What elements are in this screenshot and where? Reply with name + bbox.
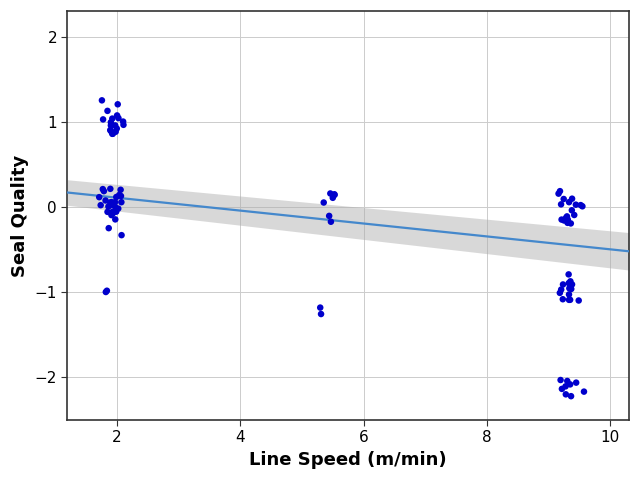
Point — [565, 381, 575, 388]
Point — [564, 290, 574, 298]
Point — [558, 281, 568, 288]
Point — [557, 295, 568, 303]
Point — [566, 285, 577, 293]
Point — [571, 379, 581, 386]
Point — [106, 119, 116, 126]
Point — [573, 297, 584, 304]
Point — [566, 392, 576, 400]
Point — [556, 216, 566, 223]
Y-axis label: Seal Quality: Seal Quality — [11, 155, 29, 276]
Point — [98, 116, 108, 123]
Point — [564, 279, 574, 287]
Point — [97, 96, 107, 104]
Point — [567, 281, 577, 288]
Point — [324, 212, 334, 220]
Point — [98, 185, 108, 193]
Point — [559, 216, 569, 224]
Point — [110, 121, 120, 129]
Point — [326, 218, 336, 226]
Point — [113, 205, 124, 213]
Point — [105, 199, 115, 206]
Point — [556, 376, 566, 384]
Point — [554, 190, 564, 197]
Point — [328, 194, 338, 202]
Point — [111, 125, 122, 132]
Point — [107, 130, 117, 138]
Point — [113, 114, 124, 122]
Point — [95, 201, 106, 209]
Point — [325, 190, 335, 197]
Point — [108, 130, 118, 138]
Point — [556, 201, 566, 208]
Point — [106, 198, 116, 206]
Point — [579, 388, 589, 396]
Point — [559, 195, 569, 203]
Point — [111, 205, 121, 213]
Point — [107, 115, 117, 122]
Point — [100, 288, 111, 296]
Point — [116, 192, 126, 200]
Point — [561, 214, 571, 222]
Point — [112, 111, 122, 119]
Point — [575, 201, 586, 209]
Point — [108, 208, 118, 216]
Point — [118, 121, 129, 129]
Point — [118, 118, 128, 125]
Point — [569, 211, 579, 219]
Point — [565, 296, 575, 304]
Point — [316, 310, 326, 318]
Point — [105, 126, 115, 134]
Point — [555, 289, 565, 297]
Point — [567, 195, 577, 203]
Point — [319, 199, 329, 206]
Point — [116, 231, 127, 239]
Point — [106, 211, 116, 219]
Point — [115, 186, 125, 193]
Point — [563, 271, 573, 278]
Point — [106, 121, 116, 129]
Point — [100, 197, 111, 204]
Point — [110, 198, 120, 206]
Point — [105, 185, 115, 192]
Point — [571, 201, 581, 208]
Point — [114, 191, 124, 199]
Point — [108, 209, 118, 217]
Point — [102, 208, 113, 216]
Point — [563, 219, 573, 227]
Point — [315, 304, 325, 312]
Point — [330, 191, 340, 199]
Point — [111, 128, 121, 135]
Point — [110, 216, 120, 223]
Point — [102, 287, 112, 295]
Point — [564, 296, 574, 304]
Point — [562, 377, 572, 385]
Point — [566, 219, 576, 227]
Point — [116, 198, 127, 206]
Point — [102, 107, 113, 115]
Point — [110, 203, 120, 211]
Point — [104, 224, 114, 232]
Point — [564, 198, 574, 206]
Point — [561, 391, 571, 398]
Point — [94, 193, 104, 201]
X-axis label: Line Speed (m/min): Line Speed (m/min) — [250, 451, 447, 469]
Point — [556, 286, 566, 293]
Point — [557, 385, 567, 393]
Point — [111, 193, 122, 201]
Point — [562, 213, 572, 220]
Point — [564, 285, 575, 292]
Point — [106, 127, 116, 135]
Point — [565, 277, 575, 285]
Point — [103, 203, 113, 210]
Point — [106, 201, 116, 209]
Point — [99, 187, 109, 195]
Point — [329, 191, 339, 198]
Point — [561, 383, 571, 390]
Point — [111, 208, 122, 216]
Point — [563, 216, 573, 224]
Point — [113, 100, 123, 108]
Point — [555, 187, 565, 195]
Point — [577, 203, 588, 210]
Point — [566, 206, 577, 214]
